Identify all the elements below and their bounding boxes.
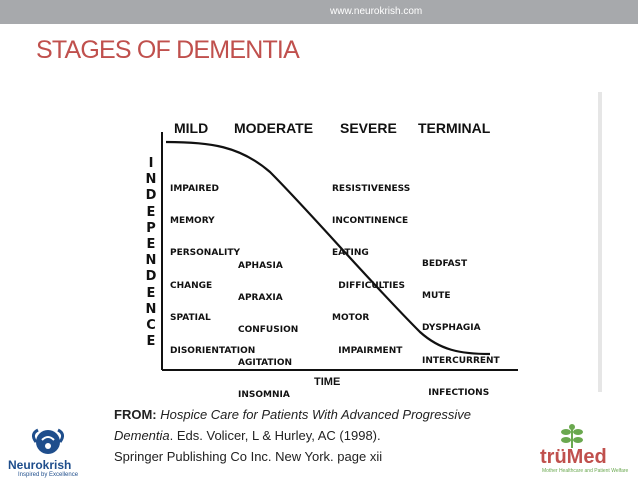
symptom-item: INCONTINENCE <box>332 215 409 226</box>
symptom-item: CONFUSION <box>238 325 299 336</box>
caption-title-end: Dementia <box>114 428 170 443</box>
caption-line-3: Springer Publishing Co Inc. New York. pa… <box>114 449 383 464</box>
header-url[interactable]: www.neurokrish.com <box>330 6 423 17</box>
symptom-item: IMPAIRMENT <box>332 345 403 356</box>
dementia-stages-figure: MILD MODERATE SEVERE TERMINAL I N D E P … <box>100 92 602 402</box>
stage-severe: SEVERE <box>340 120 397 136</box>
y-letter: P <box>146 220 156 236</box>
left-logo-tagline: Inspired by Excellence <box>18 472 79 478</box>
leaf-icon <box>561 424 583 448</box>
caption-book-title: Hospice Care for Patients With Advanced … <box>160 407 472 422</box>
caption-from-label: FROM: <box>114 407 161 422</box>
decline-curve <box>165 140 491 356</box>
symptom-item: DIFFICULTIES <box>332 280 406 291</box>
independence-curve-plot <box>161 132 518 371</box>
symptom-item: INSOMNIA <box>238 390 290 401</box>
slide-title: STAGES OF DEMENTIA <box>36 36 300 64</box>
trumed-logo: trüMed Mother Healthcare and Patient Wel… <box>538 424 634 478</box>
y-letter: I <box>148 156 154 171</box>
mild-symptoms-list: IMPAIRED MEMORY PERSONALITY CHANGE SPATI… <box>170 162 255 378</box>
symptom-item: MUTE <box>422 290 451 301</box>
symptom-item: MOTOR <box>332 313 370 324</box>
y-letter: D <box>145 269 157 285</box>
source-caption: FROM: Hospice Care for Patients With Adv… <box>114 404 471 467</box>
y-letter: E <box>146 237 156 253</box>
terminal-symptoms-list: BEDFAST MUTE DYSPHAGIA INTERCURRENT INFE… <box>422 237 500 421</box>
brain-head-icon <box>31 428 65 454</box>
symptom-item: APRAXIA <box>238 292 283 303</box>
moderate-symptoms-list: APHASIA APRAXIA CONFUSION AGITATION INSO… <box>238 239 298 423</box>
y-letter: D <box>145 188 157 204</box>
header-bar: www.neurokrish.com <box>0 0 638 24</box>
left-logo-name: Neurokrish <box>8 458 72 472</box>
symptom-item: SPATIAL <box>170 313 211 324</box>
stage-terminal: TERMINAL <box>418 120 491 136</box>
neurokrish-logo: Neurokrish Inspired by Excellence <box>8 428 94 478</box>
stage-mild: MILD <box>174 120 209 136</box>
caption-editors: . Eds. Volicer, L & Hurley, AC (1998). <box>169 428 381 443</box>
stage-moderate: MODERATE <box>234 120 314 136</box>
figure-edge-shade <box>598 92 602 392</box>
y-letter: E <box>146 334 156 350</box>
symptom-item: RESISTIVENESS <box>332 183 411 194</box>
symptom-item: INFECTIONS <box>422 388 490 399</box>
symptom-item: BEDFAST <box>422 258 468 269</box>
right-logo-name: trüMed <box>540 446 607 468</box>
symptom-item: CHANGE <box>170 280 213 291</box>
symptom-item: APHASIA <box>238 260 283 271</box>
y-letter: N <box>145 301 157 317</box>
symptom-item: MEMORY <box>170 215 215 226</box>
caption-line-2: Dementia. Eds. Volicer, L & Hurley, AC (… <box>114 425 471 446</box>
symptom-item: DISORIENTATION <box>170 345 256 356</box>
symptom-item: PERSONALITY <box>170 248 241 259</box>
y-letter: N <box>145 253 157 269</box>
y-letter: N <box>145 172 157 188</box>
y-letter: C <box>146 318 156 334</box>
symptom-item: DYSPHAGIA <box>422 323 481 334</box>
symptom-item: INTERCURRENT <box>422 355 500 366</box>
x-axis-label-time: TIME <box>314 376 341 388</box>
caption-line-1: FROM: Hospice Care for Patients With Adv… <box>114 404 471 425</box>
right-logo-subtitle: Mother Healthcare and Patient Welfare <box>542 468 629 474</box>
severe-symptoms-list: RESISTIVENESS INCONTINENCE EATING DIFFIC… <box>332 162 410 378</box>
y-letter: E <box>146 285 156 301</box>
y-letter: E <box>146 204 156 220</box>
symptom-item: EATING <box>332 248 369 259</box>
symptom-item: IMPAIRED <box>170 183 219 194</box>
symptom-item: AGITATION <box>238 357 293 368</box>
y-axis-label-independence: I N D E P E N D E N C E <box>144 156 158 350</box>
